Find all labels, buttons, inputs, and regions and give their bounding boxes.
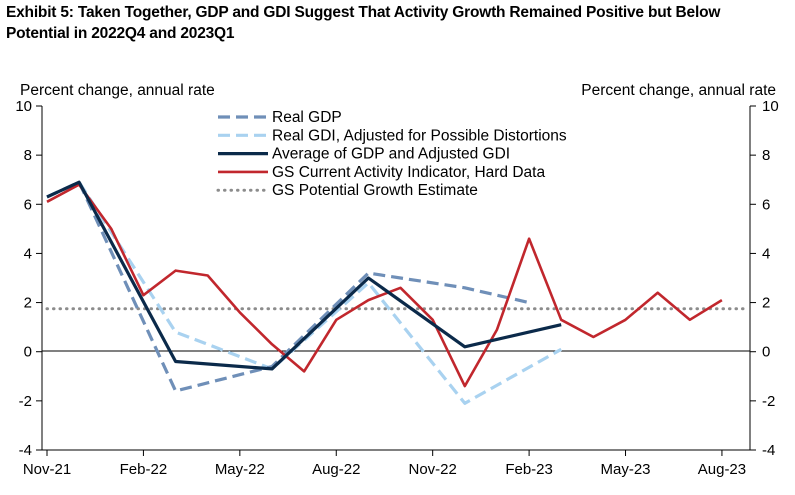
legend-label: Real GDI, Adjusted for Possible Distorti… xyxy=(272,127,567,144)
x-tick-label: Feb-22 xyxy=(120,461,168,478)
y-tick-label-left: 6 xyxy=(24,196,32,213)
y-tick-label-left: -2 xyxy=(19,393,32,410)
y-tick-label-right: 10 xyxy=(762,98,779,115)
y-tick-label-right: 6 xyxy=(762,196,770,213)
y-tick-label-left: 2 xyxy=(24,295,32,312)
y-tick-label-right: 2 xyxy=(762,295,770,312)
y-tick-label-left: 10 xyxy=(15,98,32,115)
y-ticks: 10 10 8 8 6 6 4 4 2 2 0 0 -2 -2 -4 -4 xyxy=(15,98,778,459)
y-tick-label-right: 4 xyxy=(762,245,770,262)
x-tick-label: May-23 xyxy=(601,461,651,478)
right-axis-label: Percent change, annual rate xyxy=(581,82,776,99)
x-tick-label: Aug-23 xyxy=(698,461,746,478)
legend-label: Average of GDP and Adjusted GDI xyxy=(272,146,510,163)
legend-label: GS Current Activity Indicator, Hard Data xyxy=(272,164,545,181)
x-tick-label: Aug-22 xyxy=(312,461,360,478)
y-tick-label-right: -4 xyxy=(762,442,775,459)
chart-title: Exhibit 5: Taken Together, GDP and GDI S… xyxy=(6,4,721,42)
x-tick-label: Nov-22 xyxy=(409,461,457,478)
y-tick-label-right: 0 xyxy=(762,344,770,361)
y-tick-label-right: 8 xyxy=(762,147,770,164)
y-tick-label-right: -2 xyxy=(762,393,775,410)
series-line-2 xyxy=(46,180,562,371)
y-tick-label-left: 0 xyxy=(24,344,32,361)
legend-label: GS Potential Growth Estimate xyxy=(272,182,478,199)
legend-label: Real GDP xyxy=(272,109,342,126)
x-tick-label: May-22 xyxy=(215,461,265,478)
y-tick-label-left: 4 xyxy=(24,245,32,262)
x-tick-label: Feb-23 xyxy=(505,461,553,478)
y-tick-label-left: -4 xyxy=(19,442,32,459)
series-line-0 xyxy=(46,180,530,393)
y-tick-label-left: 8 xyxy=(24,147,32,164)
x-ticks: Nov-21 Feb-22 May-22 Aug-22 Nov-22 Feb-23 May-… xyxy=(23,450,746,478)
left-axis-label: Percent change, annual rate xyxy=(20,82,215,99)
series-line-3 xyxy=(46,183,723,388)
series-lines xyxy=(45,180,750,405)
x-tick-label: Nov-21 xyxy=(23,461,71,478)
